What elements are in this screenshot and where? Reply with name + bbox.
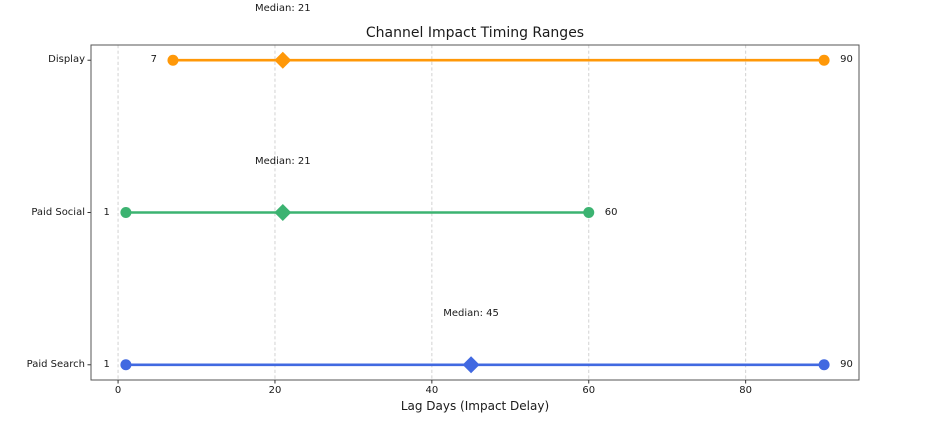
max-value-label: 90: [840, 54, 853, 66]
y-category-label: Paid Social: [31, 206, 85, 218]
max-marker-0: [818, 54, 830, 66]
max-marker-1: [583, 207, 595, 218]
x-axis-label: Lag Days (Impact Delay): [400, 399, 550, 413]
x-tick-label: 0: [114, 385, 122, 396]
y-category-label: Display: [48, 54, 85, 66]
max-value-label: 90: [840, 358, 853, 370]
x-tick-label: 80: [739, 385, 753, 396]
chart-title: Channel Impact Timing Ranges: [365, 25, 585, 41]
median-annotation: Median: 21: [254, 3, 311, 15]
min-marker-2: [120, 359, 132, 371]
x-tick-label: 60: [582, 385, 596, 396]
max-value-label: 60: [604, 206, 618, 218]
min-value-label: 1: [103, 206, 110, 218]
median-marker-1: [274, 204, 292, 221]
y-category-label: Paid Search: [26, 358, 85, 370]
x-tick-label: 20: [268, 385, 282, 396]
axes-spines: [90, 44, 860, 381]
min-value-label: 7: [150, 54, 157, 66]
x-tick-label: 40: [425, 385, 439, 396]
max-marker-2: [818, 359, 830, 371]
median-marker-0: [274, 51, 292, 69]
median-annotation: Median: 21: [254, 155, 311, 167]
min-marker-0: [167, 54, 179, 66]
median-marker-2: [462, 356, 480, 374]
min-value-label: 1: [103, 358, 110, 370]
median-annotation: Median: 45: [443, 307, 499, 319]
min-marker-1: [120, 207, 132, 218]
